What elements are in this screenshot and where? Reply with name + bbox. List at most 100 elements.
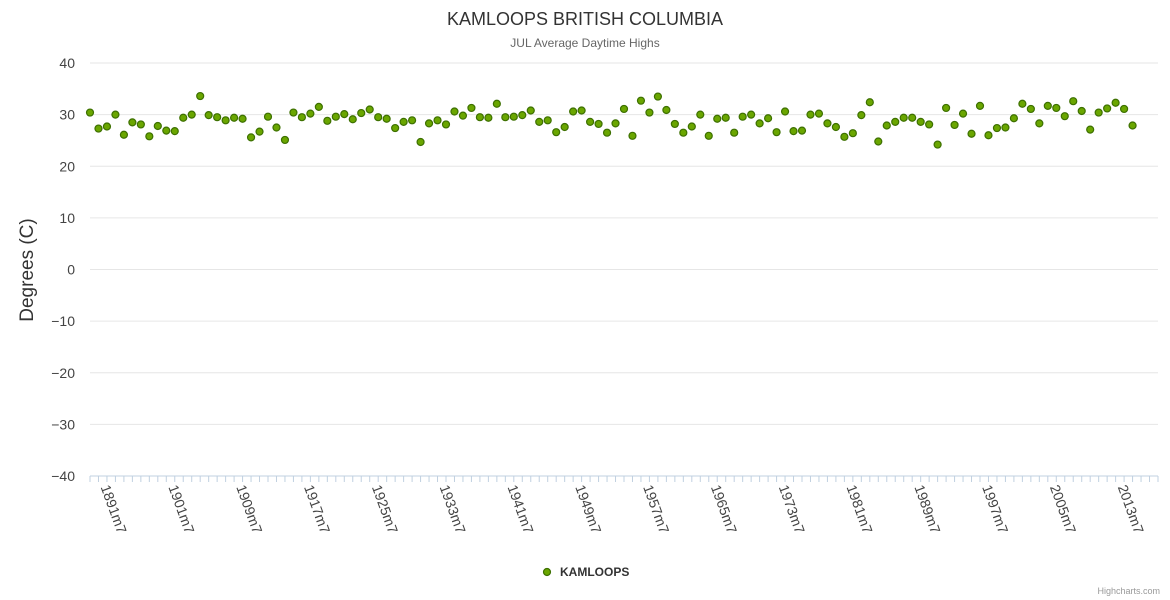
data-point[interactable] — [314, 102, 323, 111]
data-point[interactable] — [560, 122, 569, 132]
data-point[interactable] — [289, 108, 298, 117]
data-point[interactable] — [119, 130, 129, 139]
data-point[interactable] — [187, 110, 196, 119]
data-point[interactable] — [475, 113, 485, 122]
data-point[interactable] — [780, 107, 790, 116]
data-point[interactable] — [602, 128, 612, 137]
data-point[interactable] — [407, 116, 417, 125]
data-point[interactable] — [111, 110, 120, 119]
data-point[interactable] — [102, 122, 112, 131]
data-point[interactable] — [611, 119, 620, 128]
data-point[interactable] — [806, 110, 815, 119]
data-point[interactable] — [229, 113, 239, 122]
data-point[interactable] — [950, 120, 959, 130]
data-point[interactable] — [179, 113, 188, 122]
data-point[interactable] — [348, 115, 357, 124]
data-point[interactable] — [323, 116, 332, 125]
data-point[interactable] — [1119, 104, 1129, 114]
data-point[interactable] — [85, 108, 95, 117]
data-point[interactable] — [848, 129, 857, 138]
data-point[interactable] — [840, 132, 849, 141]
data-point[interactable] — [213, 113, 222, 122]
data-point[interactable] — [467, 103, 476, 113]
data-point[interactable] — [263, 112, 273, 121]
data-point[interactable] — [916, 117, 925, 126]
data-point[interactable] — [908, 113, 917, 122]
data-point[interactable] — [1060, 112, 1069, 121]
data-point[interactable] — [424, 119, 434, 128]
data-point[interactable] — [992, 123, 1002, 133]
data-point[interactable] — [823, 119, 832, 128]
data-point[interactable] — [831, 122, 841, 132]
data-point[interactable] — [492, 99, 501, 108]
data-point[interactable] — [967, 129, 976, 138]
data-point[interactable] — [433, 116, 442, 125]
data-point[interactable] — [670, 119, 679, 129]
data-point[interactable] — [441, 120, 451, 129]
data-point[interactable] — [1001, 123, 1010, 132]
data-point[interactable] — [891, 117, 900, 126]
data-point[interactable] — [645, 108, 654, 117]
data-point[interactable] — [797, 126, 807, 135]
data-point[interactable] — [899, 113, 908, 122]
data-point[interactable] — [636, 96, 646, 105]
legend[interactable]: KAMLOOPS — [542, 565, 630, 579]
data-point[interactable] — [687, 122, 696, 131]
data-point[interactable] — [704, 131, 713, 140]
data-point[interactable] — [238, 114, 247, 123]
data-point[interactable] — [814, 109, 824, 118]
data-point[interactable] — [755, 119, 764, 128]
data-point[interactable] — [416, 137, 425, 147]
data-point[interactable] — [1069, 97, 1078, 106]
data-point[interactable] — [136, 120, 145, 129]
data-point[interactable] — [297, 113, 307, 122]
data-point[interactable] — [170, 127, 179, 136]
data-point[interactable] — [399, 117, 408, 126]
data-point[interactable] — [94, 124, 103, 133]
data-point[interactable] — [882, 121, 891, 130]
data-point[interactable] — [340, 110, 349, 119]
data-point[interactable] — [196, 91, 205, 101]
data-point[interactable] — [975, 101, 985, 110]
data-point[interactable] — [594, 119, 603, 129]
data-point[interactable] — [221, 116, 230, 125]
data-point[interactable] — [569, 107, 578, 116]
data-point[interactable] — [662, 105, 671, 115]
data-point[interactable] — [1128, 121, 1137, 130]
data-point[interactable] — [713, 114, 722, 123]
data-series-kamloops[interactable] — [85, 91, 1137, 149]
data-point[interactable] — [357, 108, 366, 118]
data-point[interactable] — [1018, 99, 1027, 108]
data-point[interactable] — [585, 117, 595, 126]
data-point[interactable] — [153, 121, 162, 131]
data-point[interactable] — [958, 109, 968, 118]
data-point[interactable] — [162, 126, 171, 135]
data-point[interactable] — [865, 98, 874, 107]
data-point[interactable] — [1086, 125, 1095, 134]
data-point[interactable] — [696, 110, 705, 119]
data-point[interactable] — [747, 110, 756, 119]
data-point[interactable] — [619, 104, 629, 114]
data-point[interactable] — [1035, 119, 1044, 128]
data-point[interactable] — [374, 113, 383, 122]
data-point[interactable] — [501, 113, 510, 122]
data-point[interactable] — [874, 137, 883, 146]
data-point[interactable] — [941, 103, 951, 113]
data-point[interactable] — [509, 112, 518, 121]
data-point[interactable] — [789, 127, 798, 136]
data-point[interactable] — [128, 118, 137, 127]
data-point[interactable] — [1103, 104, 1112, 113]
data-point[interactable] — [204, 111, 213, 120]
data-point[interactable] — [484, 113, 493, 122]
data-point[interactable] — [458, 111, 468, 120]
data-point[interactable] — [1077, 106, 1086, 116]
data-point[interactable] — [306, 109, 315, 118]
data-point[interactable] — [763, 114, 773, 123]
data-point[interactable] — [772, 128, 781, 137]
data-point[interactable] — [1026, 104, 1035, 114]
data-point[interactable] — [628, 131, 637, 140]
data-point[interactable] — [552, 128, 561, 137]
data-point[interactable] — [246, 133, 256, 142]
data-point[interactable] — [518, 111, 527, 120]
data-point[interactable] — [450, 107, 459, 116]
